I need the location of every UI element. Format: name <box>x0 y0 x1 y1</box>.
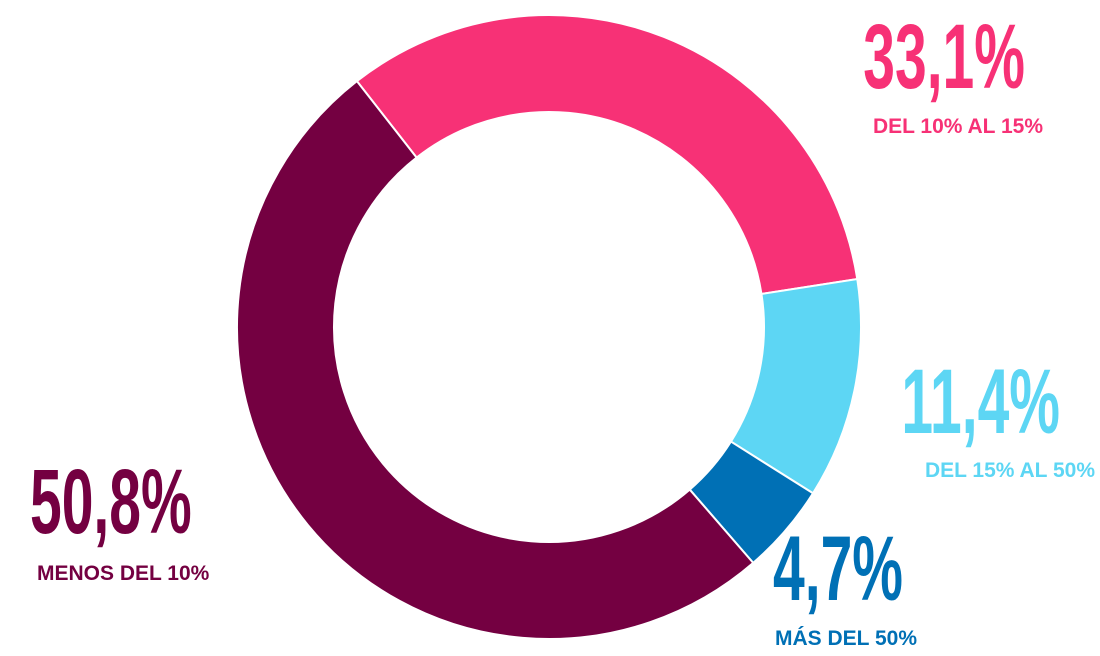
category-label: DEL 10% AL 15% <box>873 115 1043 138</box>
donut-segment <box>236 79 755 640</box>
value-label-group: 33,1% <box>863 6 1025 108</box>
category-label: DEL 15% AL 50% <box>925 459 1095 482</box>
value-label-group: 4,7% <box>773 518 903 620</box>
value-label: 33,1% <box>863 6 1025 108</box>
value-label-group: 50,8% <box>30 451 192 553</box>
category-label: MENOS DEL 10% <box>37 562 210 585</box>
value-label-group: 11,4% <box>901 351 1060 453</box>
donut-segment <box>355 14 859 296</box>
category-label: MÁS DEL 50% <box>775 627 917 650</box>
value-label: 50,8% <box>30 451 192 553</box>
value-label: 11,4% <box>901 351 1060 453</box>
value-label: 4,7% <box>773 518 903 620</box>
